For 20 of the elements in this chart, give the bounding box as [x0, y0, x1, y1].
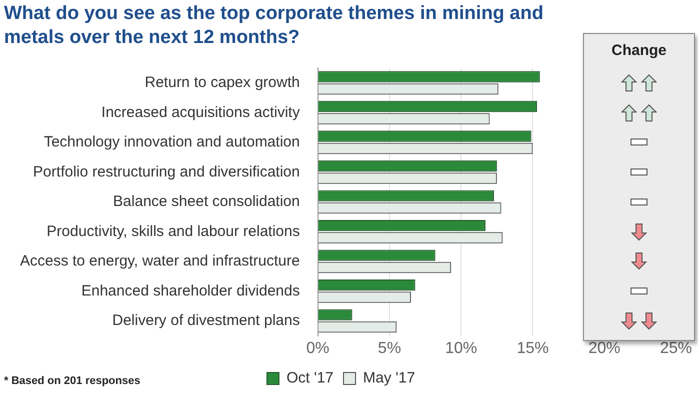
y-tick-label: Portfolio restructuring and diversification	[33, 163, 300, 180]
y-tick-label: Access to energy, water and infrastructure	[20, 252, 300, 270]
legend-label: Oct '17	[286, 370, 334, 387]
y-tick-label: Delivery of divestment plans	[112, 312, 300, 330]
y-tick-label: Balance sheet consolidation	[113, 193, 300, 210]
text: * Based on 201 responses	[4, 375, 140, 387]
change-panel: Change	[583, 33, 695, 341]
y-tick-label: Increased acquisitions activity	[101, 104, 300, 121]
y-tick-label: Productivity, skills and labour relations	[46, 222, 300, 240]
x-tick-label: 25%	[660, 340, 692, 357]
x-tick-label: 0%	[306, 340, 330, 357]
y-tick-label: Return to capex growth	[144, 74, 300, 92]
y-tick-label: Enhanced shareholder dividends	[81, 282, 300, 300]
chart-title: What do you see as the top corporate themes in mining and metals over the next 12 months?	[4, 2, 544, 50]
x-tick-label: 15%	[516, 340, 549, 357]
y-tick-label: Technology innovation and automation	[44, 134, 300, 151]
x-tick-label: 5%	[378, 340, 402, 357]
x-tick-label: 20%	[588, 340, 620, 357]
legend-label: May '17	[363, 370, 416, 387]
x-tick-label: 10%	[445, 340, 478, 357]
